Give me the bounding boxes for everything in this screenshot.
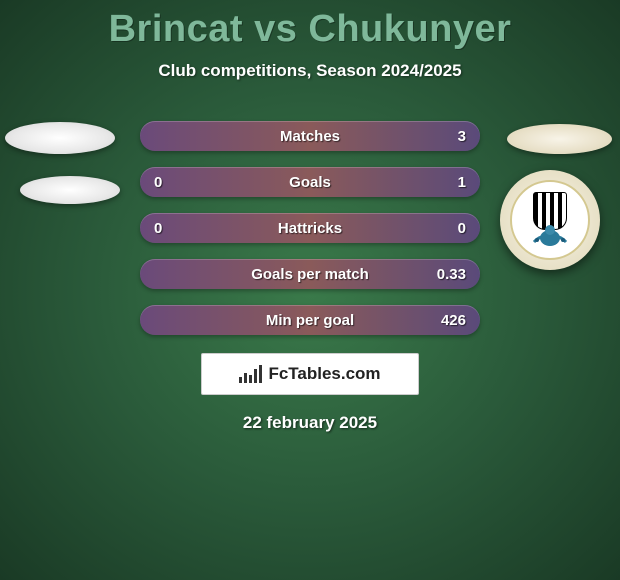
stat-row-min-per-goal: Min per goal 426 xyxy=(140,305,480,335)
stat-row-matches: Matches 3 xyxy=(140,121,480,151)
stat-right-value: 426 xyxy=(426,312,466,329)
stat-label: Hattricks xyxy=(278,220,342,237)
stat-label: Min per goal xyxy=(266,312,354,329)
stat-row-hattricks: 0 Hattricks 0 xyxy=(140,213,480,243)
stat-right-value: 0 xyxy=(426,220,466,237)
stat-left-value: 0 xyxy=(154,174,194,191)
stat-left-value: 0 xyxy=(154,220,194,237)
stat-row-goals-per-match: Goals per match 0.33 xyxy=(140,259,480,289)
brand-text: FcTables.com xyxy=(268,364,380,384)
stats-container: Matches 3 0 Goals 1 0 Hattricks 0 Goals … xyxy=(0,121,620,335)
brand-logo[interactable]: FcTables.com xyxy=(201,353,419,395)
stat-label: Goals xyxy=(289,174,331,191)
date-label: 22 february 2025 xyxy=(0,413,620,433)
bar-chart-icon xyxy=(239,365,262,383)
stat-right-value: 0.33 xyxy=(426,266,466,283)
subtitle: Club competitions, Season 2024/2025 xyxy=(0,61,620,81)
stat-label: Goals per match xyxy=(251,266,369,283)
stat-row-goals: 0 Goals 1 xyxy=(140,167,480,197)
page-title: Brincat vs Chukunyer xyxy=(0,0,620,51)
stat-label: Matches xyxy=(280,128,340,145)
stat-right-value: 3 xyxy=(426,128,466,145)
stat-right-value: 1 xyxy=(426,174,466,191)
